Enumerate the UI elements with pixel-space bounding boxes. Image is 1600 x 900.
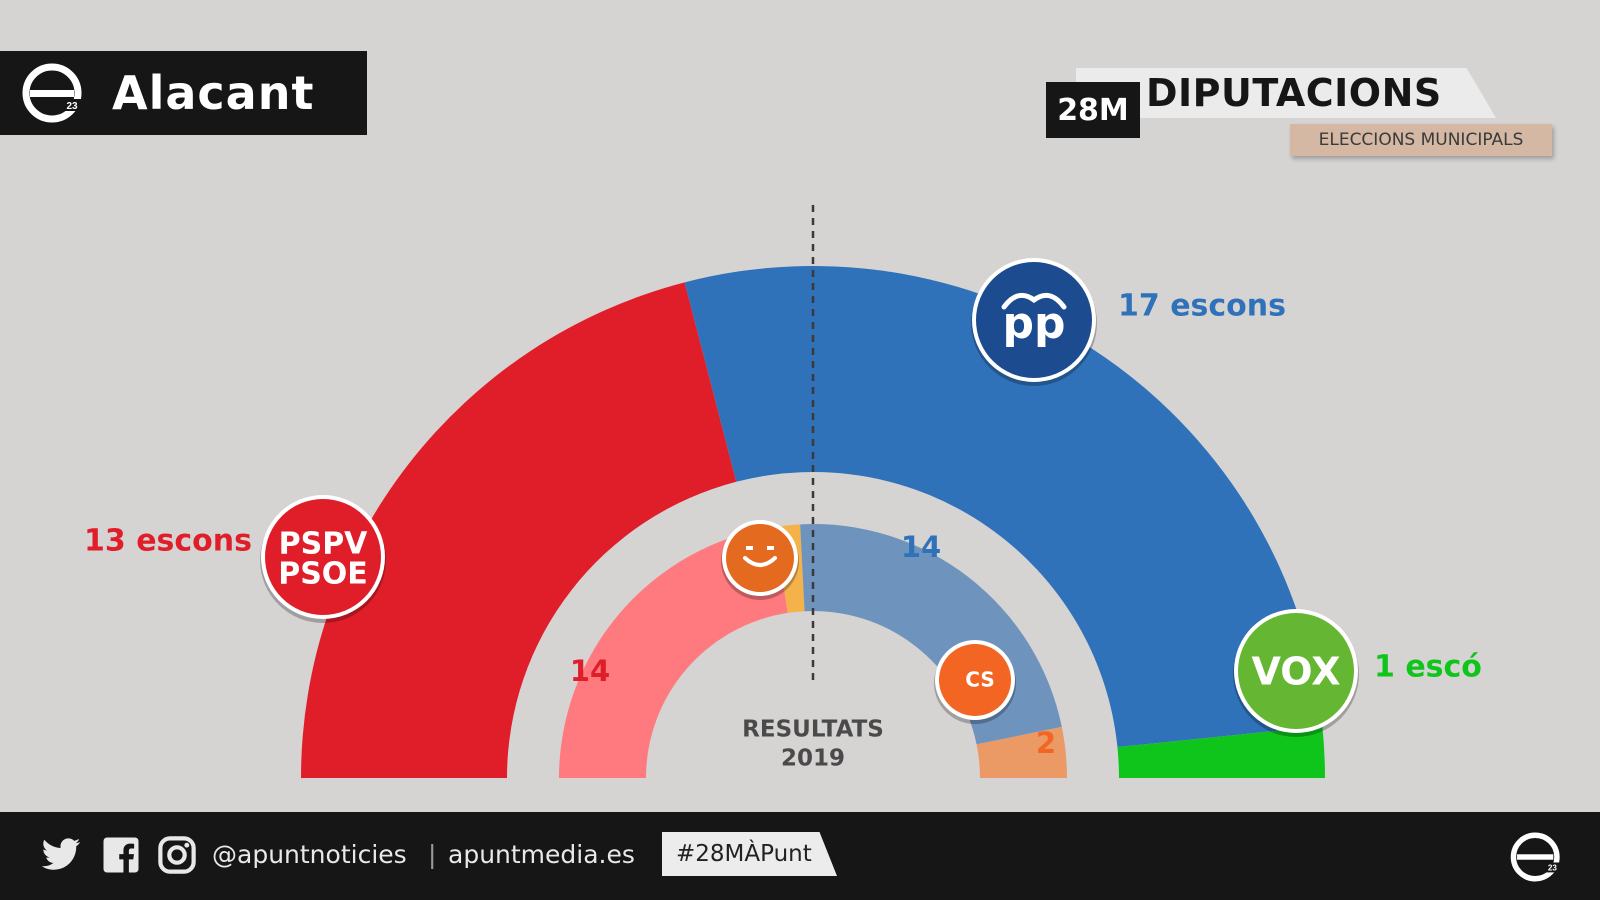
vox-seat-label: 1 escó	[1374, 650, 1482, 685]
title-band	[1076, 68, 1496, 118]
date-badge: 28M	[1046, 82, 1140, 138]
election-subtitle: ELECCIONS MUNICIPALS	[1290, 124, 1552, 156]
apunt-footer-logo-icon: 23	[1510, 832, 1563, 882]
prev-results-title: 2019	[781, 746, 845, 772]
svg-text:23: 23	[66, 101, 78, 112]
social-handle[interactable]: @apuntnoticies	[212, 840, 407, 869]
election-title: DIPUTACIONS	[1146, 71, 1442, 115]
prev-pp-label: 14	[901, 530, 941, 564]
prev-pspv-psoe-label: 14	[570, 654, 610, 688]
seat-slice-pp	[684, 266, 1323, 748]
website-link[interactable]: apuntmedia.es	[448, 840, 635, 869]
facebook-icon[interactable]	[100, 834, 142, 876]
pspv-psoe-seat-label: 13 escons	[84, 524, 252, 559]
prev-cs-label: 2	[1036, 726, 1056, 760]
compromis-eye-left	[746, 546, 753, 550]
twitter-icon[interactable]	[40, 834, 82, 876]
pp-logo: pp	[971, 258, 1097, 386]
seat-slice-vox	[1117, 726, 1325, 778]
title-box: 23 Alacant	[0, 51, 367, 135]
pspv-psoe-logo-text: PSPV	[279, 527, 369, 562]
region-title: Alacant	[112, 66, 315, 120]
compromis-eye-right	[767, 546, 774, 550]
pp-gull-icon	[1001, 292, 1067, 310]
hashtag: #28MÀPunt	[662, 832, 837, 876]
prev-seat-slice-cs	[976, 726, 1067, 778]
cs-logo-text: CS	[965, 668, 994, 692]
prev-seat-slice-pspv-psoe	[559, 526, 788, 778]
vox-logo-text: VOX	[1252, 650, 1341, 694]
footer-bar: @apuntnoticies | apuntmedia.es #28MÀPunt…	[0, 812, 1600, 900]
pspv-psoe-logo-text: PSOE	[278, 557, 368, 592]
election-header: 28M DIPUTACIONS ELECCIONS MUNICIPALS	[1040, 66, 1560, 166]
footer-separator: |	[428, 840, 437, 869]
cs-logo: CS	[934, 640, 1016, 724]
pp-logo-text: pp	[1003, 298, 1066, 349]
prev-results-title: RESULTATS	[742, 717, 884, 743]
seat-slice-pspv-psoe	[301, 282, 737, 778]
instagram-icon[interactable]	[156, 834, 198, 876]
compromis-logo	[721, 520, 799, 600]
svg-text:23: 23	[1548, 864, 1558, 873]
pp-seat-label: 17 escons	[1118, 289, 1286, 324]
vox-logo: VOX	[1233, 609, 1359, 737]
smile-icon	[743, 556, 777, 567]
apunt-logo-icon: 23	[22, 63, 84, 123]
